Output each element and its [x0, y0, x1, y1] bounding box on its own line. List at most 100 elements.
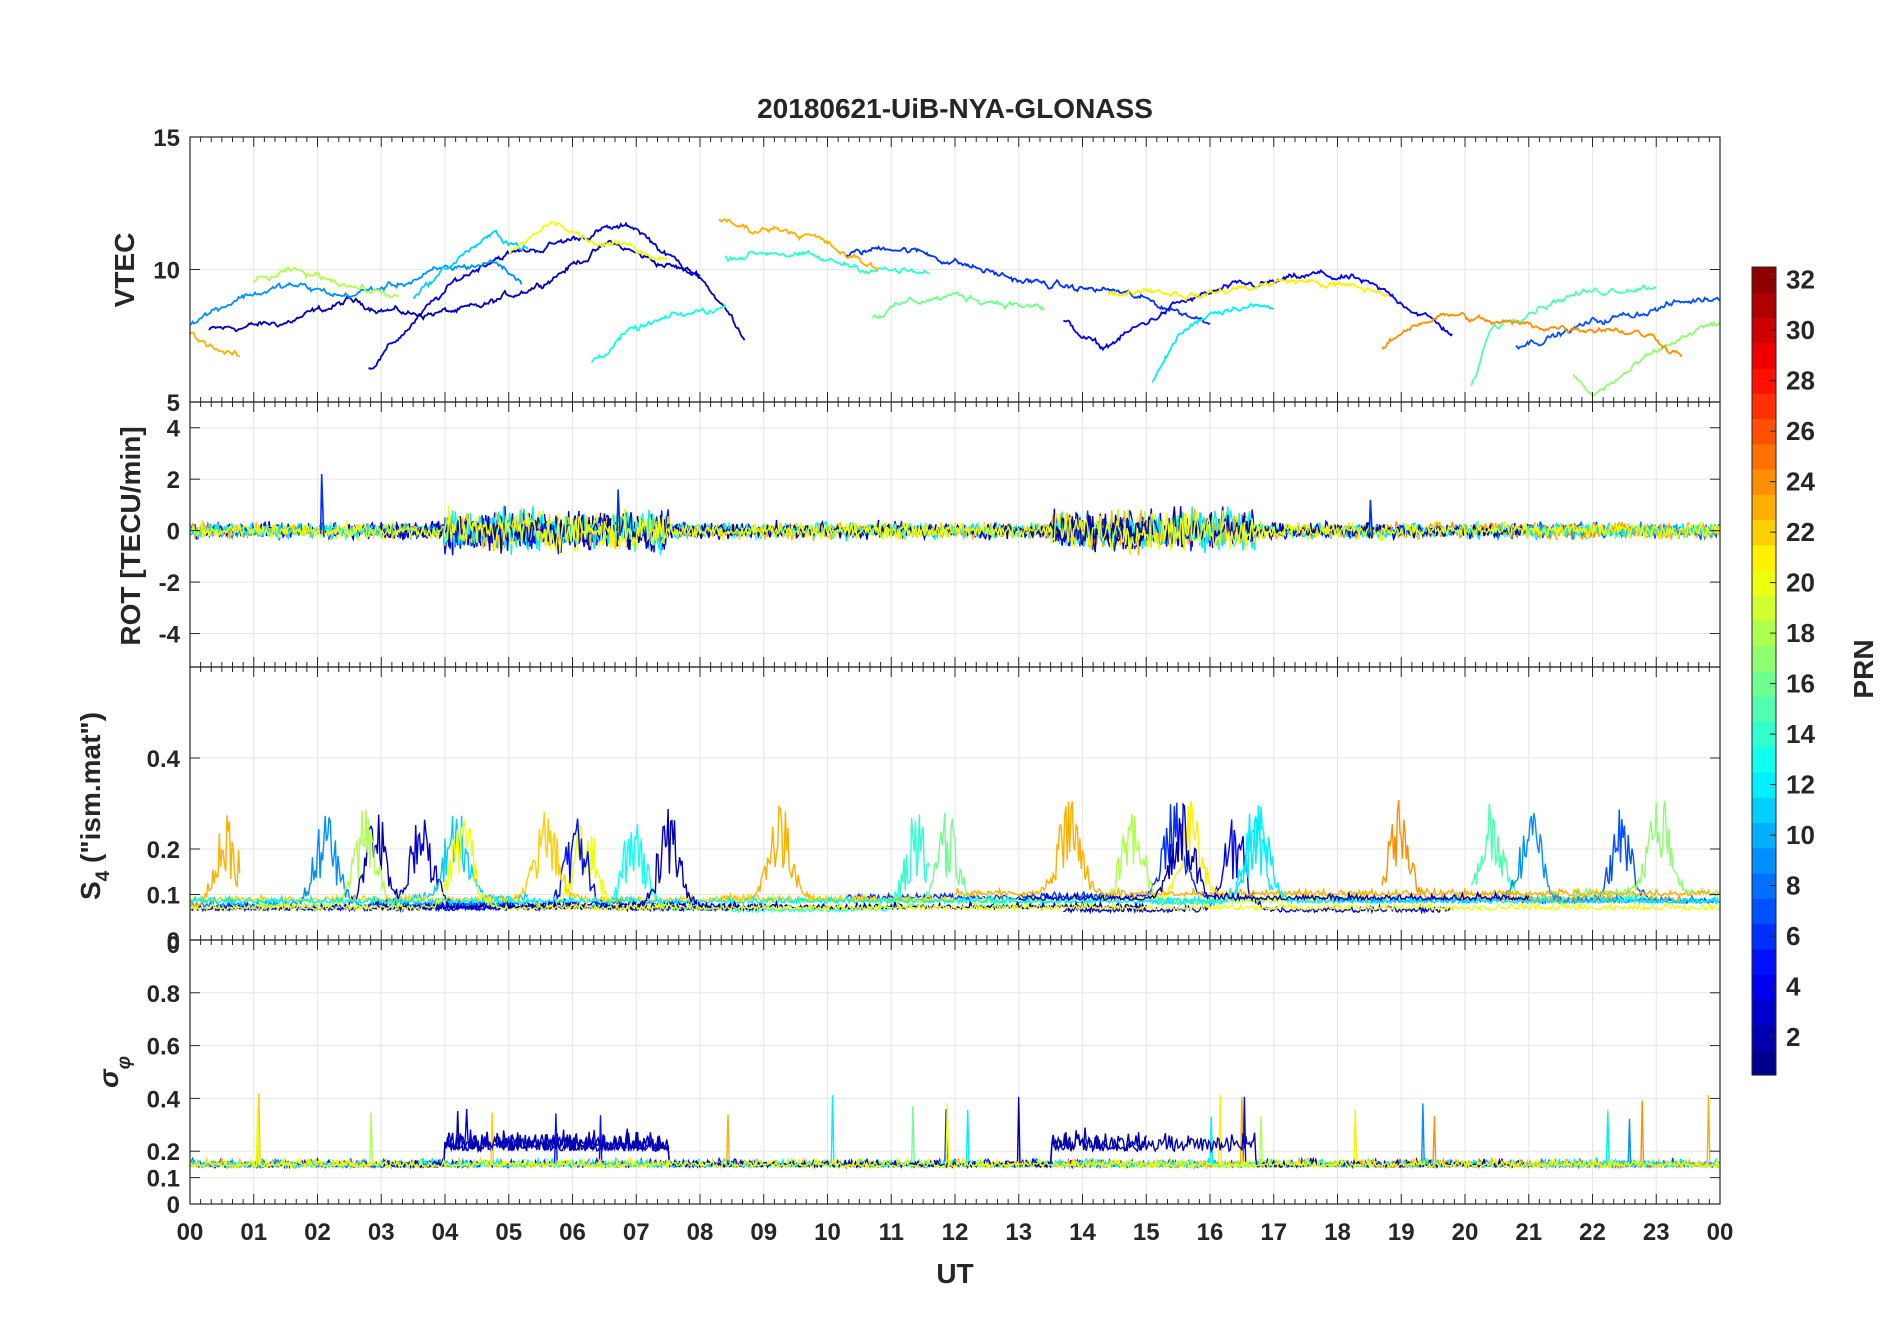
y-tick-label: 0.4	[147, 746, 181, 773]
x-tick-label: 00	[1707, 1219, 1734, 1246]
vtec-grid	[190, 137, 1720, 402]
sigma-ylabel-sub: φ	[114, 1056, 135, 1069]
vtec-series-line	[845, 245, 1211, 326]
x-tick-label: 06	[559, 1219, 586, 1246]
x-tick-label: 19	[1388, 1219, 1415, 1246]
sigma-phi-series-line	[380, 1096, 1147, 1170]
s4-ylabel: S4 ("ism.mat")	[75, 712, 114, 900]
colorbar-segment	[1752, 544, 1776, 571]
s4-series-line	[253, 809, 400, 910]
chart-title: 20180621-UiB-NYA-GLONASS	[757, 93, 1153, 124]
s4-series-line	[954, 801, 1720, 899]
y-tick-label: 0	[167, 519, 180, 546]
vtec-series-line	[871, 291, 1045, 320]
sigma-phi-axis: 00.10.2 0.4 0.6 0.8	[147, 940, 1721, 1219]
y-tick-label: 4	[167, 416, 181, 443]
svg-text:σφ: σφ	[93, 1056, 135, 1088]
vtec-series-line	[1470, 284, 1657, 387]
colorbar-segment	[1752, 645, 1776, 672]
rot-panel: -4 -2 0 2 4	[159, 401, 1721, 668]
y-tick-label: 0	[167, 932, 180, 959]
vtec-series-line	[1381, 311, 1683, 358]
colorbar-segment	[1752, 342, 1776, 369]
colorbar-tick-label: 32	[1786, 265, 1815, 295]
x-tick-label: 21	[1515, 1219, 1542, 1246]
x-tick-label: 14	[1069, 1219, 1096, 1246]
colorbar-segment	[1752, 948, 1776, 975]
s4-ylabel-main: S	[75, 881, 106, 900]
y-tick-label: 0.2	[147, 1139, 180, 1166]
s4-series-line	[190, 818, 765, 914]
vtec-series-line	[718, 218, 880, 271]
x-tick-label: 11	[879, 1219, 904, 1246]
vtec-series-line	[1515, 296, 1720, 351]
x-tick-label: 01	[240, 1219, 267, 1246]
x-tick-label: 20	[1452, 1219, 1479, 1246]
s4-axis: 0 0.1 0.2 0.4 0	[147, 667, 1721, 959]
s4-series-line	[1572, 801, 1720, 897]
sigma-phi-panel: 00.10.2 0.4 0.6 0.8	[147, 939, 1721, 1219]
x-tick-label: 10	[814, 1219, 841, 1246]
s4-ylabel-sub: 4	[93, 870, 114, 881]
colorbar-tick-label: 20	[1786, 568, 1815, 598]
x-tick-label: 07	[623, 1219, 650, 1246]
y-tick-label: 0.1	[147, 1166, 180, 1193]
colorbar-tick-label: 30	[1786, 315, 1815, 345]
y-tick-label: -2	[159, 570, 180, 597]
vtec-series-line	[208, 239, 746, 341]
rot-axis: -4 -2 0 2 4	[159, 402, 1721, 667]
colorbar-tick-label: 18	[1786, 618, 1815, 648]
s4-series-line	[1515, 809, 1720, 906]
colorbar-tick-label: 16	[1786, 669, 1815, 699]
sigma-phi-series-line	[1062, 1096, 1453, 1170]
s4-series-line	[190, 815, 241, 910]
vtec-series-line	[724, 249, 930, 275]
colorbar-segment	[1752, 595, 1776, 622]
sigma-phi-ylabel: σφ	[93, 1056, 135, 1088]
s4-series-line	[1018, 802, 1530, 903]
x-tick-label: 08	[687, 1219, 714, 1246]
x-tick-label: 02	[304, 1219, 331, 1246]
colorbar-tick-label: 12	[1786, 770, 1815, 800]
y-tick-label: 0.8	[147, 981, 180, 1008]
x-tick-label: 09	[750, 1219, 777, 1246]
colorbar-segment	[1752, 797, 1776, 824]
s4-series-line	[725, 814, 931, 915]
colorbar-segment	[1752, 999, 1776, 1026]
rot-series	[190, 474, 1720, 556]
colorbar-tick-label: 24	[1786, 467, 1815, 497]
x-tick-label: 16	[1197, 1219, 1224, 1246]
s4-panel: 0 0.1 0.2 0.4 0	[147, 666, 1721, 959]
y-tick-label: 0	[167, 928, 180, 955]
y-tick-label: 0	[167, 1192, 180, 1219]
rot-series-line	[190, 505, 1720, 556]
s4-series-line	[1470, 803, 1657, 903]
sigma-phi-series-line	[190, 1103, 1720, 1170]
colorbar-tick-label: 26	[1786, 416, 1815, 446]
x-tick-label: 13	[1005, 1219, 1032, 1246]
vtec-series	[190, 218, 1720, 398]
x-tick-labels: 00 01 02 03 04 05 06 07 08 09 10 11 12 13 14 15 16 17 18 19…	[177, 1219, 1734, 1246]
y-tick-label: 5	[167, 390, 180, 417]
sigma-ylabel-main: σ	[93, 1068, 124, 1088]
colorbar-segment	[1752, 696, 1776, 723]
y-tick-label: 2	[167, 467, 180, 494]
vtec-series-line	[412, 229, 529, 300]
colorbar-tick-label: 14	[1786, 719, 1815, 749]
rot-spike	[616, 489, 621, 536]
y-tick-label: 0.4	[147, 1086, 181, 1113]
vtec-series-line	[368, 221, 701, 370]
colorbar-label: PRN	[1848, 639, 1879, 698]
colorbar-tick-label: 6	[1786, 921, 1800, 951]
sigma-phi-frame	[189, 939, 1721, 1205]
vtec-series-line	[508, 220, 669, 261]
vtec-axis: 5 10 15	[153, 125, 1721, 417]
x-tick-label: 18	[1324, 1219, 1351, 1246]
vtec-series-line	[190, 331, 241, 358]
y-tick-label: 0.6	[147, 1034, 180, 1061]
colorbar-segment	[1752, 292, 1776, 319]
colorbar-tick-label: 8	[1786, 871, 1800, 901]
y-tick-label: 10	[153, 258, 180, 285]
